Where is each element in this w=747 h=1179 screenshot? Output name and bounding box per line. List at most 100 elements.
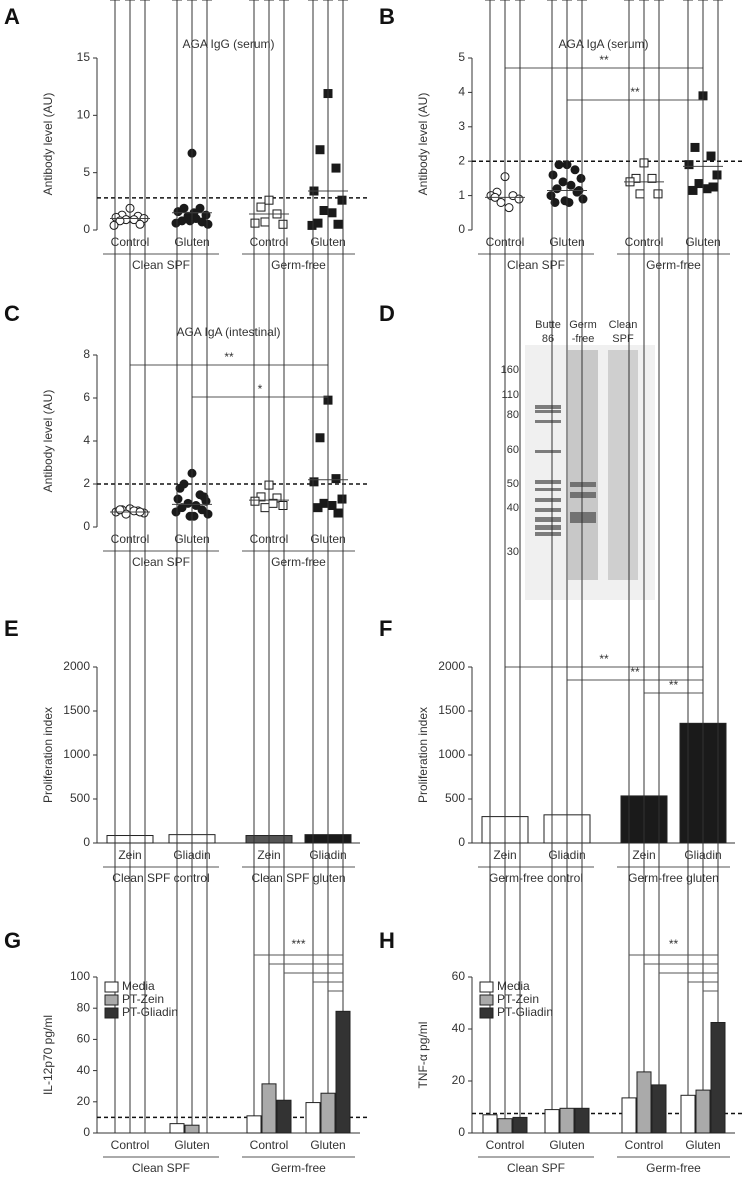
data-point xyxy=(578,194,588,204)
y-tick-label: 2000 xyxy=(438,659,465,673)
legend-label: PT-Gliadin xyxy=(122,1005,178,1019)
gel-lane xyxy=(608,350,638,580)
bar xyxy=(621,1097,637,1134)
bar xyxy=(695,1089,711,1134)
panel-letter: G xyxy=(4,928,21,953)
data-point xyxy=(564,197,574,207)
data-point xyxy=(647,173,657,183)
legend-swatch xyxy=(104,981,119,993)
data-point xyxy=(109,220,119,230)
y-axis-label: Antibody level (AU) xyxy=(41,390,55,493)
y-tick-label: 60 xyxy=(77,1032,91,1046)
bracket-label: ** xyxy=(599,652,609,666)
legend-swatch xyxy=(104,1007,119,1019)
y-axis-label: Antibody level (AU) xyxy=(41,93,55,196)
group-label: Clean SPF xyxy=(507,1161,565,1175)
legend-swatch xyxy=(479,1007,494,1019)
bar xyxy=(246,1115,262,1134)
data-point xyxy=(177,503,187,513)
gel-band xyxy=(535,450,561,453)
bracket-label: ** xyxy=(630,665,640,679)
chart-title: AGA IgA (intestinal) xyxy=(176,325,280,339)
y-tick-label: 4 xyxy=(83,433,90,447)
gel-band xyxy=(570,482,596,487)
significance-label: *** xyxy=(291,937,305,951)
significance-label: ** xyxy=(669,937,679,951)
data-point xyxy=(315,433,325,443)
y-tick-label: 0 xyxy=(458,1125,465,1139)
group-label: Germ-free gluten xyxy=(628,871,719,885)
data-point xyxy=(653,189,663,199)
chart-title: AGA IgG (serum) xyxy=(182,37,274,51)
data-point xyxy=(115,505,125,515)
data-point xyxy=(199,492,209,502)
group-label: Clean SPF xyxy=(507,258,565,272)
data-point xyxy=(635,189,645,199)
bar xyxy=(651,1084,667,1134)
bar xyxy=(261,1083,277,1134)
bar xyxy=(320,1092,336,1134)
gel-band xyxy=(535,480,561,484)
y-tick-label: 1000 xyxy=(63,747,90,761)
data-point xyxy=(307,220,317,230)
y-tick-label: 20 xyxy=(77,1094,91,1108)
lane-label: Clean xyxy=(609,319,638,331)
y-tick-label: 5 xyxy=(458,50,465,64)
y-tick-label: 0 xyxy=(83,222,90,236)
data-point xyxy=(552,184,562,194)
data-point xyxy=(331,163,341,173)
data-point xyxy=(250,218,260,228)
bracket-label: ** xyxy=(669,678,679,692)
data-point xyxy=(256,202,266,212)
bracket-label: ** xyxy=(599,53,609,67)
x-tick-label: Gluten xyxy=(174,1138,209,1152)
lane-label: 86 xyxy=(542,333,554,345)
legend-label: Media xyxy=(122,979,155,993)
gel-band xyxy=(570,518,596,523)
data-point xyxy=(327,501,337,510)
data-point xyxy=(504,203,514,213)
y-tick-label: 3 xyxy=(458,119,465,133)
y-tick-label: 6 xyxy=(83,390,90,404)
data-point xyxy=(706,151,716,161)
lane-label: -free xyxy=(572,333,595,345)
data-point xyxy=(548,170,558,180)
y-axis-label: IL-12p70 pg/ml xyxy=(41,1015,55,1095)
bar xyxy=(482,1114,498,1134)
y-tick-label: 100 xyxy=(70,969,90,983)
group-label: Germ-free xyxy=(646,258,701,272)
gel-band xyxy=(535,498,561,502)
y-axis-label: Antibody level (AU) xyxy=(416,93,430,196)
y-tick-label: 20 xyxy=(452,1073,466,1087)
data-point xyxy=(337,494,347,504)
y-axis-label: Proliferation index xyxy=(416,707,430,803)
data-point xyxy=(315,145,325,155)
data-point xyxy=(688,185,698,195)
bar xyxy=(574,1107,590,1134)
y-axis-label: Proliferation index xyxy=(41,707,55,803)
y-tick-label: 0 xyxy=(458,222,465,236)
gel-band xyxy=(535,532,561,536)
legend-label: PT-Zein xyxy=(497,992,539,1006)
legend-label: PT-Zein xyxy=(122,992,164,1006)
panel-letter: D xyxy=(379,301,395,326)
data-point xyxy=(260,503,270,513)
group-label: Germ-free xyxy=(271,258,326,272)
group-label: Germ-free xyxy=(271,555,326,569)
bar xyxy=(512,1116,528,1134)
data-point xyxy=(319,206,329,216)
y-axis-label: TNF-α pg/ml xyxy=(416,1022,430,1089)
gel-lane xyxy=(568,350,598,580)
data-point xyxy=(337,195,347,205)
legend-label: Media xyxy=(497,979,530,993)
legend-label: PT-Gliadin xyxy=(497,1005,553,1019)
data-point xyxy=(327,208,337,218)
marker-label: 60 xyxy=(507,444,519,456)
bar xyxy=(184,1124,200,1134)
y-tick-label: 500 xyxy=(445,791,465,805)
bracket-label: ** xyxy=(224,350,234,364)
marker-label: 160 xyxy=(501,364,519,376)
marker-label: 110 xyxy=(501,389,519,401)
group-label: Germ-free control xyxy=(489,871,583,885)
data-point xyxy=(203,509,213,519)
